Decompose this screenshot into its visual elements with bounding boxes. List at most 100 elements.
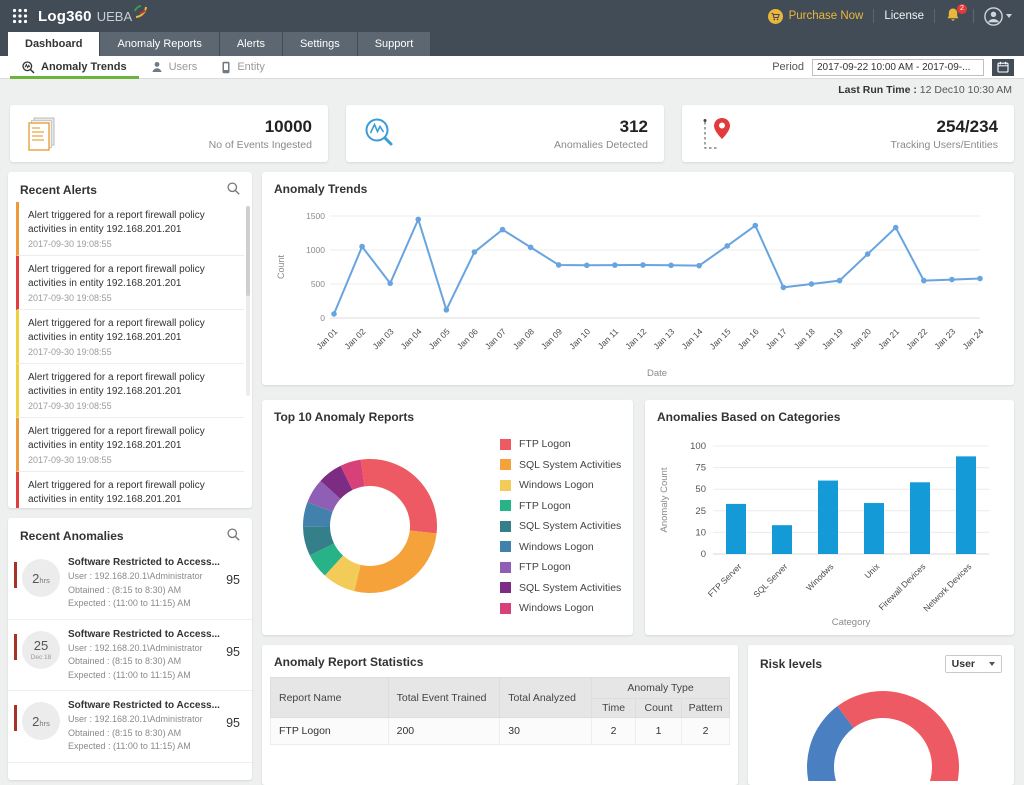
alert-item[interactable]: Alert triggered for a report firewall po… bbox=[16, 418, 244, 472]
dashboard-sub-nav: Anomaly Trends Users Entity Period bbox=[0, 56, 1024, 79]
tab-dashboard[interactable]: Dashboard bbox=[8, 32, 100, 56]
anomaly-time-badge: 2 hrs bbox=[22, 559, 60, 597]
donut-slice bbox=[340, 459, 365, 491]
top-anomaly-reports-panel: Top 10 Anomaly Reports FTP Logon SQL Syst… bbox=[262, 400, 633, 635]
svg-text:Jan 08: Jan 08 bbox=[511, 326, 536, 351]
user-menu-button[interactable] bbox=[984, 6, 1012, 26]
subtab-users[interactable]: Users bbox=[139, 56, 210, 79]
brand-logo: Log360 bbox=[38, 7, 92, 25]
legend-item[interactable]: Windows Logon bbox=[500, 479, 621, 491]
anomaly-obtained: Obtained : (8:15 to 8:30) AM bbox=[68, 727, 182, 738]
svg-text:Jan 07: Jan 07 bbox=[483, 326, 508, 351]
svg-text:Jan 22: Jan 22 bbox=[904, 326, 929, 351]
divider bbox=[873, 9, 875, 23]
risk-scope-select[interactable]: User bbox=[944, 655, 1002, 673]
stat-label: No of Events Ingested bbox=[208, 138, 312, 151]
anomaly-expected: Expected : (11:00 to 11:15) AM bbox=[68, 741, 191, 751]
svg-text:50: 50 bbox=[695, 484, 706, 495]
tab-anomaly-reports[interactable]: Anomaly Reports bbox=[100, 32, 219, 56]
donut-slice bbox=[354, 530, 437, 593]
alert-text: Alert triggered for a report firewall po… bbox=[28, 210, 205, 235]
bar bbox=[864, 503, 884, 554]
col-group-anomaly-type: Anomaly Type bbox=[591, 677, 730, 699]
tab-support[interactable]: Support bbox=[357, 32, 431, 56]
alert-text: Alert triggered for a report firewall po… bbox=[28, 264, 205, 289]
anomalies-list: 2 hrs Software Restricted to Access... User… bbox=[8, 548, 252, 763]
legend-item[interactable]: SQL System Activities bbox=[500, 520, 621, 532]
alert-item[interactable]: Alert triggered for a report firewall po… bbox=[16, 364, 244, 418]
svg-text:Jan 23: Jan 23 bbox=[932, 326, 957, 351]
notification-count-badge: 2 bbox=[957, 4, 967, 14]
legend-item[interactable]: Windows Logon bbox=[500, 602, 621, 614]
donut-slice bbox=[303, 502, 333, 527]
alerts-search-button[interactable] bbox=[227, 182, 240, 198]
legend-item[interactable]: SQL System Activities bbox=[500, 582, 621, 594]
legend-swatch bbox=[500, 561, 511, 573]
svg-text:10: 10 bbox=[695, 527, 706, 538]
subtab-label: Users bbox=[168, 61, 198, 73]
app-launcher-icon[interactable] bbox=[12, 8, 28, 24]
anomaly-item[interactable]: 2 hrs Software Restricted to Access... User… bbox=[8, 691, 252, 763]
anomaly-details: Software Restricted to Access... User : 1… bbox=[68, 629, 222, 683]
table-row[interactable]: FTP Logon 200 30 2 1 2 bbox=[270, 717, 731, 745]
legend-item[interactable]: FTP Logon bbox=[500, 500, 621, 512]
table-cell: 30 bbox=[499, 717, 593, 745]
legend-item[interactable]: FTP Logon bbox=[500, 561, 621, 573]
svg-text:100: 100 bbox=[690, 441, 706, 452]
risk-levels-panel: Risk levels User bbox=[748, 645, 1014, 785]
alert-item[interactable]: Alert triggered for a report firewall po… bbox=[16, 310, 244, 364]
legend-item[interactable]: SQL System Activities bbox=[500, 459, 621, 471]
stat-card-events-ingested: 10000 No of Events Ingested bbox=[10, 105, 328, 162]
risk-scope-value: User bbox=[951, 658, 975, 670]
donut-slice bbox=[324, 555, 361, 592]
entity-icon bbox=[222, 61, 230, 73]
svg-text:Jan 16: Jan 16 bbox=[736, 326, 761, 351]
svg-text:Date: Date bbox=[647, 368, 667, 379]
top-anomaly-reports-donut-chart bbox=[303, 459, 437, 593]
legend-label: FTP Logon bbox=[519, 438, 571, 450]
table-cell: FTP Logon bbox=[270, 717, 389, 745]
subtab-anomaly-trends[interactable]: Anomaly Trends bbox=[10, 56, 139, 79]
license-button[interactable]: License bbox=[884, 10, 924, 22]
alert-text: Alert triggered for a report firewall po… bbox=[28, 318, 205, 343]
svg-text:Network Devices: Network Devices bbox=[921, 561, 973, 613]
tab-settings[interactable]: Settings bbox=[282, 32, 357, 56]
svg-text:Unix: Unix bbox=[862, 561, 882, 581]
tab-alerts[interactable]: Alerts bbox=[219, 32, 282, 56]
bar bbox=[818, 480, 838, 554]
anomaly-obtained: Obtained : (8:15 to 8:30) AM bbox=[68, 656, 182, 666]
legend-swatch bbox=[500, 602, 511, 614]
alert-timestamp: 2017-09-30 19:08:55 bbox=[28, 239, 112, 249]
period-range-input[interactable] bbox=[812, 58, 984, 76]
users-icon bbox=[151, 62, 162, 72]
svg-text:Jan 24: Jan 24 bbox=[960, 326, 985, 351]
risk-levels-title: Risk levels bbox=[760, 657, 823, 671]
legend-label: Windows Logon bbox=[519, 540, 594, 553]
alert-text: Alert triggered for a report firewall po… bbox=[28, 372, 205, 397]
alert-item[interactable]: Alert triggered for a report firewall po… bbox=[16, 472, 244, 508]
anomaly-details: Software Restricted to Access... User : 1… bbox=[68, 557, 222, 611]
anomaly-time-badge: 25 Dec 18 bbox=[22, 630, 60, 669]
anomaly-item[interactable]: 2 hrs Software Restricted to Access... User… bbox=[8, 548, 252, 620]
legend-item[interactable]: FTP Logon bbox=[500, 438, 621, 450]
svg-text:Category: Category bbox=[832, 617, 871, 628]
purchase-now-button[interactable]: Purchase Now bbox=[767, 8, 863, 24]
svg-text:Jan 01: Jan 01 bbox=[314, 326, 339, 351]
alert-item[interactable]: Alert triggered for a report firewall po… bbox=[16, 202, 244, 256]
anomaly-search-icon bbox=[365, 118, 393, 145]
col-pattern: Pattern bbox=[680, 698, 731, 718]
calendar-icon bbox=[997, 61, 1009, 73]
svg-text:Jan 03: Jan 03 bbox=[370, 326, 395, 351]
stat-label: Anomalies Detected bbox=[554, 138, 648, 151]
bell-icon bbox=[947, 8, 959, 21]
anomaly-item[interactable]: 25 Dec 18 Software Restricted to Access...… bbox=[8, 620, 252, 691]
notifications-button[interactable]: 2 bbox=[945, 4, 967, 25]
alert-item[interactable]: Alert triggered for a report firewall po… bbox=[16, 256, 244, 310]
subtab-entity[interactable]: Entity bbox=[209, 56, 277, 79]
legend-item[interactable]: Windows Logon bbox=[500, 541, 621, 553]
svg-text:Jan 11: Jan 11 bbox=[596, 326, 621, 351]
alerts-scrollbar[interactable] bbox=[246, 206, 250, 396]
anomalies-search-button[interactable] bbox=[227, 528, 240, 544]
calendar-button[interactable] bbox=[992, 58, 1014, 76]
anomaly-user: User : 192.168.20.1\Administrator bbox=[68, 571, 203, 581]
